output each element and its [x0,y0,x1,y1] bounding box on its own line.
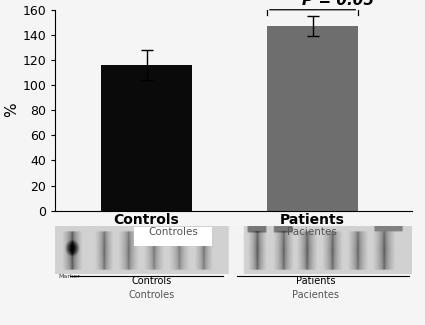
Text: Controles: Controles [128,290,175,300]
Text: Controles: Controles [148,227,198,237]
Text: Pacientes: Pacientes [292,290,339,300]
Y-axis label: %: % [5,103,20,118]
Text: Pacientes: Pacientes [287,227,337,237]
Text: P = 0.05: P = 0.05 [301,0,374,8]
Bar [267,26,358,211]
Text: Patients: Patients [296,276,336,286]
Bar [101,65,192,211]
Text: Marker: Marker [59,274,81,279]
Text: Controls: Controls [131,276,172,286]
Bar [134,227,212,246]
